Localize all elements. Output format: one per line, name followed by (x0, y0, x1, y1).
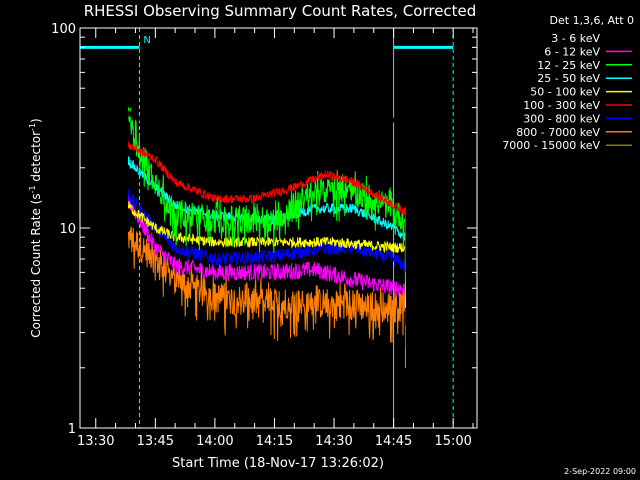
x-tick-label: 14:15 (256, 434, 293, 449)
chart-title: RHESSI Observing Summary Count Rates, Co… (84, 2, 477, 20)
series-line (127, 188, 406, 428)
y-tick-label: 1 (68, 422, 76, 437)
series-line (127, 194, 406, 428)
plot-area: N (79, 27, 478, 429)
x-tick-label: 15:00 (434, 434, 471, 449)
y-axis: 1 10 100 (51, 22, 477, 437)
legend-entry-label: 3 - 6 keV (551, 32, 600, 45)
legend-entry-label: 800 - 7000 keV (516, 126, 600, 139)
legend-title: Det 1,3,6, Att 0 (550, 14, 634, 27)
series-line (127, 108, 406, 428)
x-tick-label: 13:45 (137, 434, 174, 449)
x-tick-label: 14:00 (196, 434, 233, 449)
x-tick-label: 14:30 (315, 434, 352, 449)
y-axis-label-main: Corrected Count Rate (s (29, 193, 43, 337)
legend-entry-label: 50 - 100 keV (530, 86, 600, 99)
y-axis-label: Corrected Count Rate (s-1 detector-1) (28, 118, 43, 337)
x-axis: 13:30 13:45 14:00 14:15 14:30 14:45 15:00 (77, 28, 474, 449)
series-layer (127, 107, 406, 428)
y-axis-label-end: ) (29, 118, 43, 123)
x-axis-label: Start Time (18-Nov-17 13:26:02) (172, 456, 384, 471)
legend-entry-label: 100 - 300 keV (523, 99, 600, 112)
x-tick-label: 13:30 (77, 434, 114, 449)
y-axis-label-mid: detector (29, 131, 43, 186)
series-line (127, 141, 406, 428)
y-tick-label: 10 (59, 222, 76, 237)
night-marker-label: N (143, 35, 150, 46)
footer-date: 2-Sep-2022 09:00 (564, 467, 636, 476)
y-tick-label: 100 (51, 22, 76, 37)
series-line (127, 107, 406, 428)
legend-entry-label: 7000 - 15000 keV (502, 139, 600, 152)
x-tick-label: 14:45 (375, 434, 412, 449)
y-axis-label-sup2: -1 (28, 123, 37, 131)
series-line (127, 201, 406, 428)
legend-entry-label: 12 - 25 keV (537, 59, 600, 72)
legend-entry-label: 25 - 50 keV (537, 72, 600, 85)
y-axis-label-sup1: -1 (28, 185, 37, 193)
legend-entry-label: 6 - 12 keV (544, 45, 600, 58)
legend-entry-label: 300 - 800 keV (523, 112, 600, 125)
